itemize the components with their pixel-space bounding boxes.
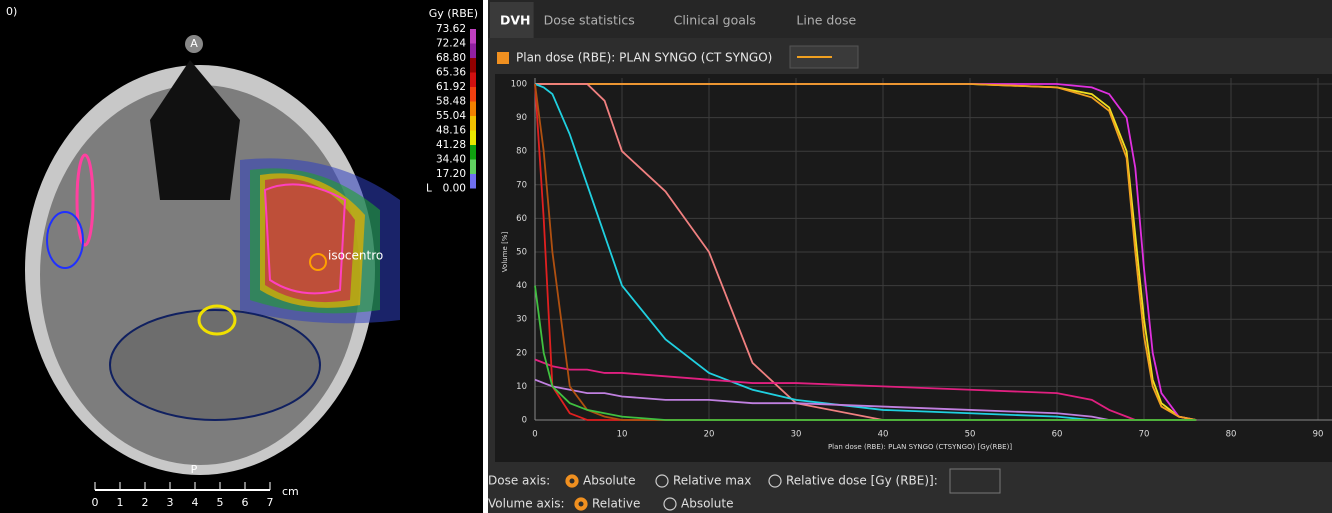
- y-tick-label: 60: [516, 214, 527, 224]
- radio-label: Relative: [592, 497, 640, 511]
- colorbar-level: 0.00: [443, 183, 466, 195]
- y-tick-label: 50: [516, 248, 527, 258]
- colorbar-level: 65.36: [436, 67, 466, 79]
- plan-checkbox[interactable]: [497, 52, 509, 64]
- scale-number: 5: [217, 496, 224, 509]
- orientation-label: A: [190, 37, 198, 50]
- colorbar-level: 17.20: [436, 168, 466, 180]
- relative-dose-input[interactable]: [950, 469, 1000, 493]
- colorbar-swatch: [470, 87, 476, 102]
- radio-label: Absolute: [583, 474, 635, 488]
- scale-number: 3: [167, 496, 174, 509]
- colorbar-swatch: [470, 131, 476, 146]
- colorbar-level: 55.04: [436, 110, 466, 122]
- colorbar-low-marker: L: [426, 183, 432, 195]
- colorbar-level: 72.24: [436, 38, 466, 50]
- colorbar-title: Gy (RBE): [429, 7, 478, 20]
- tab[interactable]: Dose statistics: [544, 13, 635, 28]
- scale-number: 4: [192, 496, 199, 509]
- scale-unit: cm: [282, 485, 299, 498]
- radio-label: Relative dose [Gy (RBE)]:: [786, 474, 938, 488]
- y-tick-label: 100: [511, 80, 527, 90]
- x-tick-label: 60: [1052, 430, 1063, 440]
- x-tick-label: 70: [1139, 430, 1150, 440]
- isocenter-label: isocentro: [328, 249, 383, 263]
- scale-number: 1: [117, 496, 124, 509]
- x-tick-label: 50: [965, 430, 976, 440]
- y-tick-label: 0: [522, 416, 527, 426]
- colorbar-swatch: [470, 116, 476, 131]
- tab[interactable]: DVH: [500, 13, 531, 28]
- scale-number: 6: [242, 496, 249, 509]
- colorbar-swatch: [470, 29, 476, 44]
- colorbar-swatch: [470, 174, 476, 189]
- colorbar-swatch: [470, 44, 476, 59]
- plot-area: [495, 74, 1332, 462]
- plan-label: Plan dose (RBE): PLAN SYNGO (CT SYNGO): [516, 51, 772, 65]
- brain-contour: [110, 310, 320, 420]
- x-axis-label: Plan dose (RBE): PLAN SYNGO (CTSYNGO) [G…: [828, 443, 1012, 451]
- scale-number: 7: [267, 496, 274, 509]
- colorbar-level: 61.92: [436, 81, 466, 93]
- radio-label: Absolute: [681, 497, 733, 511]
- radio-dot: [579, 502, 584, 507]
- x-tick-label: 0: [532, 430, 537, 440]
- colorbar-swatch: [470, 145, 476, 160]
- orientation-label: P: [191, 463, 198, 476]
- y-tick-label: 20: [516, 348, 527, 358]
- x-tick-label: 40: [878, 430, 889, 440]
- volume-axis-label: Volume axis:: [488, 497, 565, 511]
- colorbar-level: 68.80: [436, 52, 466, 64]
- tab[interactable]: Clinical goals: [674, 13, 756, 28]
- x-tick-label: 30: [791, 430, 802, 440]
- tab[interactable]: Line dose: [796, 13, 856, 28]
- y-tick-label: 30: [516, 315, 527, 325]
- colorbar-level: 41.28: [436, 139, 466, 151]
- y-tick-label: 40: [516, 281, 527, 291]
- y-axis-label: Volume [%]: [501, 232, 509, 273]
- x-tick-label: 90: [1313, 430, 1324, 440]
- scale-number: 2: [142, 496, 149, 509]
- y-tick-label: 90: [516, 113, 527, 123]
- scale-number: 0: [92, 496, 99, 509]
- screen: 0) A P isocentro cm 0 1 2 3 4 5 6 7 Gy (RBE) 73…: [0, 0, 1332, 513]
- y-tick-label: 10: [516, 382, 527, 392]
- radio-dot: [570, 479, 575, 484]
- dose-axis-label: Dose axis:: [488, 474, 550, 488]
- colorbar-swatch: [470, 73, 476, 88]
- colorbar-level: 34.40: [436, 154, 466, 166]
- colorbar-swatch: [470, 102, 476, 117]
- radio-label: Relative max: [673, 474, 751, 488]
- page: 0) A P isocentro cm 0 1 2 3 4 5 6 7 Gy (RBE) 73…: [0, 0, 1332, 513]
- colorbar-level: 58.48: [436, 96, 466, 108]
- colorbar-swatch: [470, 58, 476, 73]
- y-tick-label: 70: [516, 180, 527, 190]
- x-tick-label: 20: [704, 430, 715, 440]
- x-tick-label: 10: [617, 430, 628, 440]
- colorbar-swatch: [470, 160, 476, 175]
- x-tick-label: 80: [1226, 430, 1237, 440]
- y-tick-label: 80: [516, 147, 527, 157]
- colorbar-level: 73.62: [436, 23, 466, 35]
- corner-label: 0): [6, 5, 17, 18]
- colorbar-level: 48.16: [436, 125, 466, 137]
